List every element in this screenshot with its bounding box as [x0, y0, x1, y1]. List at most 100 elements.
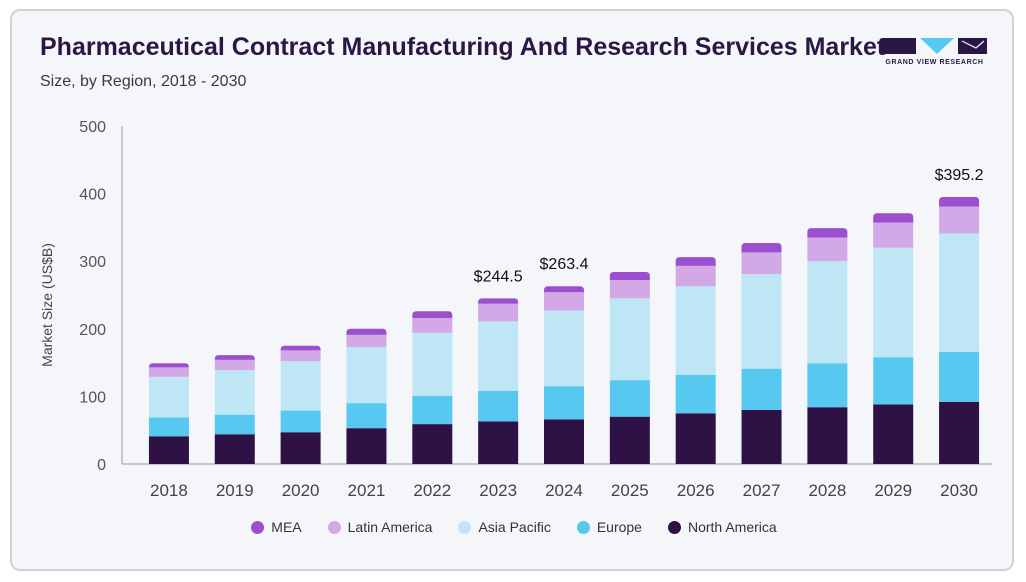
- bar-segment-north-america: [675, 413, 716, 464]
- bar-segment-europe: [346, 403, 387, 429]
- x-tick-label: 2021: [348, 481, 386, 500]
- x-tick-label: 2029: [874, 481, 912, 500]
- x-tick-label: 2028: [808, 481, 846, 500]
- bar-segment-asia-pacific: [412, 332, 453, 396]
- bar-segment-north-america: [939, 401, 980, 464]
- y-axis-label: Market Size (US$B): [39, 243, 55, 367]
- bar-segment-mea: [873, 213, 914, 223]
- bar-segment-asia-pacific: [346, 347, 387, 404]
- bar-segment-latin-america: [873, 222, 914, 248]
- grand-view-research-logo: [882, 38, 987, 54]
- legend-label: Latin America: [347, 519, 433, 535]
- legend-item: North America: [667, 519, 777, 535]
- data-label: $263.4: [540, 256, 589, 273]
- bar-segment-north-america: [214, 434, 255, 464]
- bar-segment-north-america: [280, 432, 321, 464]
- y-tick-label: 0: [97, 457, 106, 474]
- legend-label: Asia Pacific: [478, 519, 551, 535]
- bar-segment-latin-america: [214, 359, 255, 371]
- x-tick-label: 2024: [545, 481, 583, 500]
- stacked-bar-chart: 0 100 200 300 400 500 Market Size (US$B) 2018 20…: [39, 119, 992, 500]
- bar-segment-latin-america: [346, 334, 387, 348]
- x-tick-label: 2026: [677, 481, 715, 500]
- data-label: $395.2: [935, 167, 984, 184]
- chart-card: Pharmaceutical Contract Manufacturing An…: [10, 9, 1014, 571]
- legend-item: Asia Pacific: [458, 519, 551, 535]
- bar-segment-europe: [214, 414, 255, 435]
- bar-segment-europe: [544, 386, 584, 420]
- logo-text: GRAND VIEW RESEARCH: [885, 59, 984, 66]
- bar-segment-latin-america: [544, 292, 584, 311]
- legend-swatch: [458, 520, 472, 534]
- x-tick-label: 2027: [743, 481, 781, 500]
- bar-segment-mea: [346, 328, 387, 335]
- bar-segment-asia-pacific: [741, 274, 782, 369]
- chart-legend: MEA Latin America Asia Pacific Europe North …: [12, 519, 1016, 535]
- legend-swatch: [667, 520, 681, 534]
- bar-segment-mea: [939, 196, 980, 207]
- bar-segment-europe: [412, 395, 453, 425]
- bar-segment-europe: [873, 357, 914, 405]
- x-tick-label: 2019: [216, 481, 254, 500]
- bar-segment-asia-pacific: [939, 233, 980, 352]
- bar-segment-mea: [675, 257, 716, 266]
- bar-segment-latin-america: [609, 280, 650, 299]
- legend-item: MEA: [251, 519, 302, 535]
- bar-segment-asia-pacific: [609, 298, 650, 381]
- bar-segment-north-america: [741, 409, 782, 464]
- bar-segment-mea: [478, 298, 519, 304]
- bar-segment-latin-america: [741, 252, 782, 275]
- bar-segment-mea: [148, 363, 189, 368]
- legend-swatch: [251, 520, 265, 534]
- bar-segment-mea: [280, 345, 321, 351]
- bar-segment-asia-pacific: [280, 361, 321, 411]
- bar-segment-europe: [741, 368, 782, 410]
- bar-segment-asia-pacific: [873, 247, 914, 358]
- bar-segment-europe: [609, 380, 650, 417]
- bar-segment-north-america: [544, 419, 584, 464]
- bar-segment-europe: [478, 390, 519, 422]
- bar-segment-europe: [807, 363, 848, 408]
- y-tick-label: 400: [79, 187, 106, 204]
- bar-segment-north-america: [148, 436, 189, 464]
- bar-segment-mea: [214, 355, 255, 360]
- x-tick-label: 2020: [282, 481, 320, 500]
- bar-segment-north-america: [609, 416, 650, 464]
- bar-segment-asia-pacific: [544, 310, 584, 387]
- bar-segment-asia-pacific: [807, 261, 848, 364]
- bar-segment-asia-pacific: [148, 376, 189, 418]
- legend-label: Europe: [596, 519, 642, 535]
- data-label: $244.5: [474, 268, 523, 285]
- bar-segment-mea: [544, 286, 584, 293]
- x-tick-label: 2018: [150, 481, 188, 500]
- legend-swatch: [327, 520, 341, 534]
- bar-segment-north-america: [873, 404, 914, 464]
- bar-segment-north-america: [346, 428, 387, 464]
- bar-segment-latin-america: [675, 265, 716, 287]
- bar-segment-asia-pacific: [675, 286, 716, 375]
- bar-segment-latin-america: [280, 350, 321, 362]
- x-tick-label: 2030: [940, 481, 978, 500]
- y-tick-label: 500: [79, 119, 106, 136]
- legend-item: Latin America: [327, 519, 433, 535]
- bar-segment-latin-america: [148, 367, 189, 377]
- y-tick-label: 100: [79, 389, 106, 406]
- bar-segment-latin-america: [807, 237, 848, 262]
- bar-segment-europe: [280, 410, 321, 433]
- x-tick-label: 2023: [479, 481, 517, 500]
- bar-segment-latin-america: [412, 317, 453, 333]
- bar-segment-north-america: [807, 407, 848, 464]
- legend-swatch: [576, 520, 590, 534]
- chart-title: Pharmaceutical Contract Manufacturing An…: [40, 33, 886, 61]
- bar-segment-latin-america: [939, 206, 980, 234]
- x-tick-label: 2025: [611, 481, 649, 500]
- bar-segment-mea: [741, 242, 782, 253]
- y-tick-label: 300: [79, 254, 106, 271]
- bar-segment-north-america: [478, 421, 519, 464]
- legend-item: Europe: [576, 519, 642, 535]
- bar-segment-europe: [939, 351, 980, 402]
- bar-segment-mea: [807, 228, 848, 238]
- y-tick-label: 200: [79, 322, 106, 339]
- bar-segment-latin-america: [478, 303, 519, 322]
- x-tick-label: 2022: [413, 481, 451, 500]
